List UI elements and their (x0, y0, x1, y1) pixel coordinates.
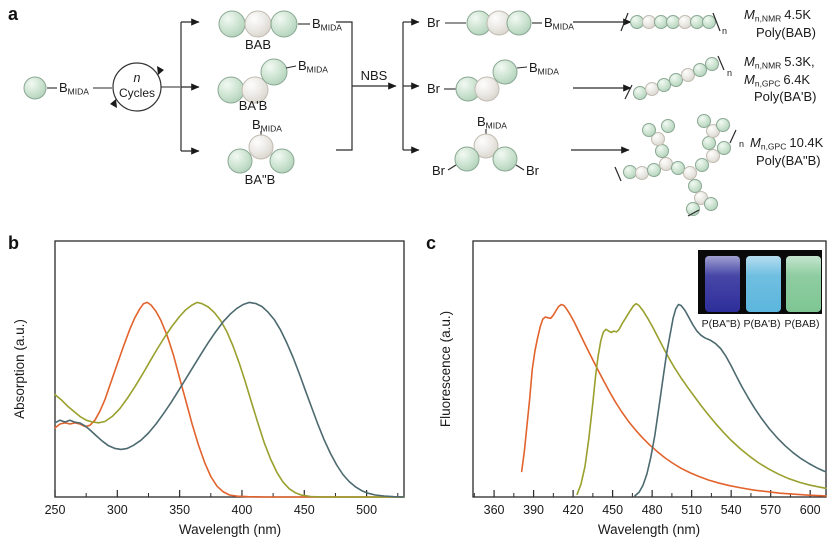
monomer-b: BMIDA (23, 76, 112, 100)
plot-area: 250 300 350 400 450 500 (45, 240, 405, 517)
structure-ba1b: BMIDA BA'B (217, 58, 328, 113)
mn-value: Mn,GPC 10.4K (750, 135, 824, 152)
panel-a-label: a (8, 4, 19, 24)
curve-fl-peak-411nm (520, 303, 827, 497)
br-label: Br (427, 15, 441, 30)
polymer-chain-ba1b: n (624, 55, 732, 100)
cuvette-label: P(BA'B) (743, 318, 780, 330)
curve-abs-peak-322nm (54, 301, 405, 498)
x-axis-title: Wavelength (nm) (179, 522, 281, 537)
cuvette-label: P(BAB) (784, 318, 819, 330)
plot-frame (54, 240, 405, 498)
curve-fl-peak-466nm (576, 302, 827, 496)
br-label: Br (432, 163, 446, 178)
x-tick-label: 570 (760, 503, 781, 517)
branch-fan-1 (180, 18, 200, 155)
plot-area: 360 390 420 450 480 510 540 570 600 (472, 240, 827, 517)
bmida-label: BMIDA (312, 16, 342, 33)
repeat-n-label: n (722, 26, 727, 36)
mn-value: Mn,NMR 4.5K (744, 7, 811, 24)
product-name: Poly(BA'B) (754, 89, 816, 104)
mn-value: Mn,GPC 6.4K (744, 72, 810, 89)
x-tick-label: 420 (563, 503, 584, 517)
x-tick-label: 250 (45, 503, 66, 517)
structure-ba1b-label: BA'B (239, 98, 268, 113)
panel-c-label: c (426, 233, 437, 253)
structure-bab: BMIDA BAB (218, 10, 342, 52)
cycle-n-label: n (134, 71, 141, 85)
br-label: Br (427, 81, 441, 96)
cuvette-gloss (746, 256, 781, 312)
structure-ba2b-label: BA"B (245, 172, 276, 187)
mn-value: Mn,NMR 5.3K, (744, 54, 815, 71)
brominated-ba1b: Br BMIDA (427, 59, 632, 102)
y-axis-title: Fluorescence (a.u.) (438, 311, 453, 427)
fluorescence-chart: 360 390 420 450 480 510 540 570 600 Wavelength (… (438, 240, 827, 537)
product-poly-ba2b: Mn,GPC 10.4K Poly(BA"B) (750, 135, 824, 168)
product-poly-bab: Mn,NMR 4.5K Poly(BAB) (744, 7, 816, 40)
panel-b-label: b (8, 233, 19, 253)
bmida-label: BMIDA (59, 80, 89, 97)
x-tick-label: 360 (484, 503, 505, 517)
cuvette-label: P(BA"B) (702, 318, 741, 330)
branch-fan-2 (402, 18, 420, 154)
cycles-loop: n Cycles (110, 62, 180, 112)
bmida-label: BMIDA (298, 58, 328, 75)
repeat-n-label: n (727, 68, 732, 78)
x-tick-label: 450 (602, 503, 623, 517)
x-axis-title: Wavelength (nm) (598, 522, 700, 537)
product-poly-ba1b: Mn,NMR 5.3K, Mn,GPC 6.4K Poly(BA'B) (744, 54, 816, 104)
x-tick-label: 300 (107, 503, 128, 517)
curve-abs-peak-407nm (54, 301, 405, 498)
nbs-step: NBS (336, 21, 397, 151)
monomer-circle (23, 76, 47, 100)
x-tick-label: 540 (721, 503, 742, 517)
cuvette-gloss (705, 256, 740, 312)
y-axis-title: Absorption (a.u.) (12, 319, 27, 419)
br-label: Br (526, 163, 540, 178)
x-tick-label: 400 (232, 503, 253, 517)
structure-bab-label: BAB (245, 37, 271, 52)
x-tick-label: 450 (294, 503, 315, 517)
absorption-chart: 250 300 350 400 450 500 Wavelength (nm) Absor… (12, 240, 405, 537)
x-tick-label: 350 (169, 503, 190, 517)
x-tick-label: 500 (356, 503, 377, 517)
brominated-ba2b: BMIDA Br Br (432, 114, 630, 178)
x-tick-label: 600 (800, 503, 821, 517)
uv-cuvette-inset: P(BA"B) P(BA'B) P(BAB) (698, 250, 822, 330)
x-tick-label: 480 (642, 503, 663, 517)
bmida-label: BMIDA (544, 15, 574, 32)
bmida-label: BMIDA (477, 114, 507, 131)
plot-frame (472, 240, 827, 498)
bmida-label: BMIDA (252, 117, 282, 134)
nbs-label: NBS (361, 68, 388, 83)
polymer-network-ba2b: n (614, 114, 744, 217)
cuvette-gloss (786, 256, 821, 312)
curve-abs-peak-365nm (54, 301, 405, 498)
bmida-label: BMIDA (529, 60, 559, 77)
structure-ba2b: BMIDA BA"B (227, 117, 295, 187)
cycle-arrow-icon (110, 99, 117, 108)
cycle-label: Cycles (119, 86, 155, 100)
x-tick-label: 510 (681, 503, 702, 517)
cycle-arrow-icon (157, 66, 164, 75)
product-name: Poly(BAB) (756, 25, 816, 40)
repeat-n-label: n (739, 139, 744, 149)
brominated-bab: Br BMIDA (427, 10, 632, 36)
polymer-chain-bab: n (620, 12, 727, 36)
curve-fl-peak-499nm (634, 303, 827, 497)
product-name: Poly(BA"B) (756, 153, 821, 168)
x-tick-label: 390 (523, 503, 544, 517)
reaction-scheme: BMIDA n Cycles BMIDA BAB (23, 7, 824, 217)
